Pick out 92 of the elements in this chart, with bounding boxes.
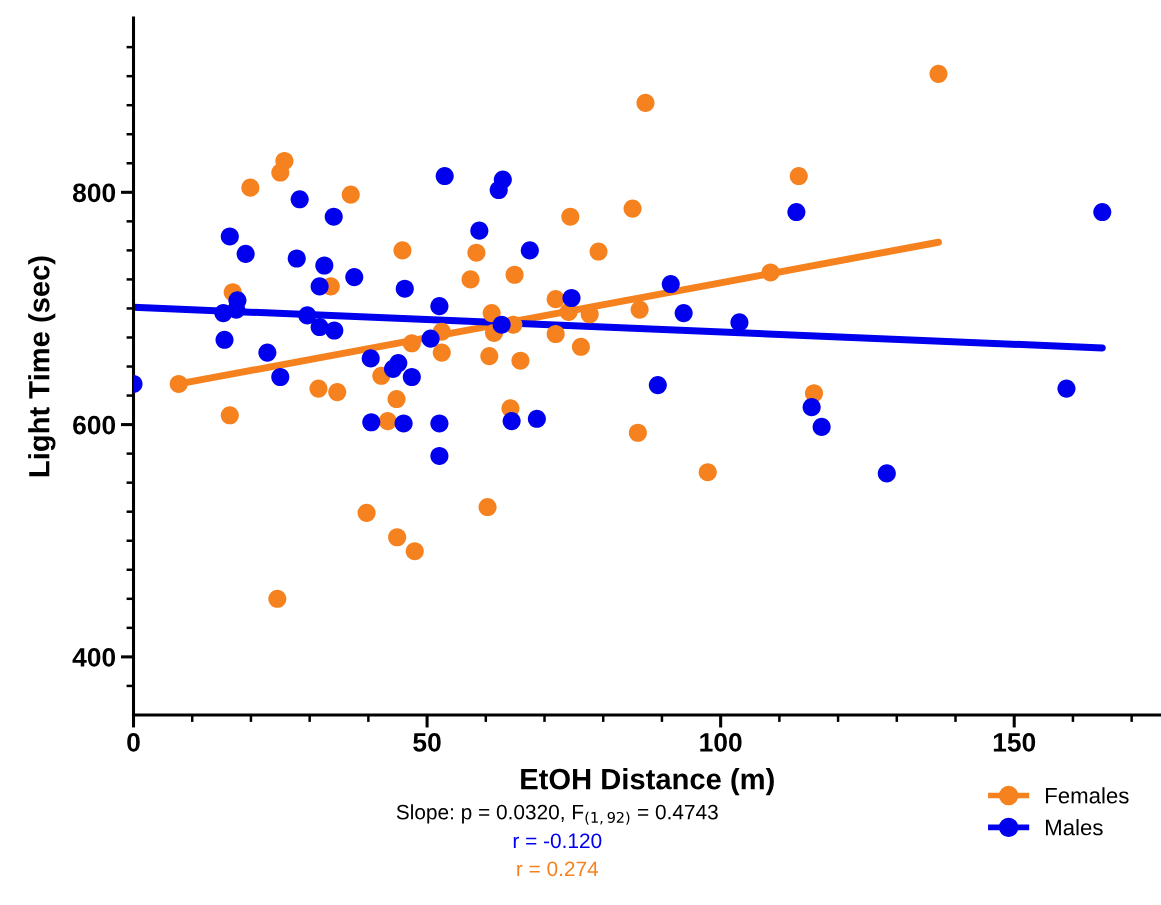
y-tick-label: 600 (73, 415, 116, 435)
point (789, 167, 808, 186)
point (630, 300, 649, 319)
point (493, 170, 512, 189)
point (298, 306, 317, 325)
point (562, 288, 581, 308)
point (388, 528, 407, 547)
point (309, 379, 328, 398)
point (402, 334, 421, 353)
point (812, 417, 831, 436)
point (546, 324, 565, 344)
point (361, 349, 380, 368)
x-tick-label: 100 (700, 733, 742, 752)
point (405, 542, 424, 561)
point (461, 270, 480, 289)
point (394, 414, 413, 433)
point (877, 464, 896, 483)
x-axis-title: EtOH Distance (m) (521, 768, 774, 796)
x-tick-label: 150 (993, 733, 1036, 752)
point (215, 330, 234, 349)
point (310, 317, 329, 337)
point (648, 376, 667, 395)
point (674, 304, 693, 323)
point (325, 321, 344, 340)
point (482, 304, 501, 323)
point (1093, 203, 1112, 222)
point (287, 249, 306, 268)
legend-label: Females (1046, 787, 1129, 804)
point (395, 279, 414, 298)
point (236, 244, 255, 263)
y-axis-title: Light Time (sec) (28, 256, 56, 477)
point (929, 64, 948, 83)
y-tick-label: 800 (72, 183, 116, 203)
point (628, 423, 647, 442)
point (761, 263, 780, 282)
point (220, 406, 239, 425)
point (698, 463, 717, 482)
point (623, 199, 642, 218)
point (169, 374, 188, 393)
point (387, 389, 406, 409)
point (402, 367, 421, 387)
text: Slope: p = 0.0320, F$_{(1,92)}$ = 0.4743 (396, 804, 718, 825)
point (636, 93, 655, 112)
point (730, 313, 749, 332)
point (470, 221, 489, 240)
point (430, 446, 449, 466)
point (268, 589, 287, 608)
point (661, 275, 680, 294)
point (571, 337, 590, 356)
point (502, 412, 521, 431)
text: r = 0.274 (517, 861, 599, 877)
point (389, 353, 408, 373)
point (1057, 379, 1076, 398)
point (258, 343, 277, 362)
point (341, 185, 360, 204)
point (345, 268, 364, 287)
x-tick-label: 50 (413, 733, 441, 752)
point (310, 277, 329, 296)
point (467, 243, 486, 262)
point (511, 351, 530, 370)
point (275, 151, 294, 171)
point (315, 256, 334, 275)
point (324, 207, 343, 226)
point (357, 503, 376, 522)
legend-label: Males (1046, 819, 1103, 836)
point (480, 347, 499, 366)
point (527, 409, 546, 428)
point (802, 398, 821, 417)
point (378, 412, 397, 431)
point (787, 203, 806, 222)
y-tick-label: 400 (72, 648, 116, 667)
point (393, 241, 412, 260)
point (492, 315, 511, 334)
x-tick-label: 0 (127, 733, 140, 752)
point (290, 190, 309, 209)
point (561, 207, 580, 226)
point (241, 178, 260, 197)
point (435, 167, 454, 186)
point (430, 414, 449, 433)
point (328, 383, 347, 402)
point (589, 242, 608, 261)
point (421, 329, 440, 348)
point (432, 343, 451, 362)
point (546, 290, 565, 309)
point (520, 241, 539, 260)
point (220, 227, 239, 246)
point (362, 413, 381, 432)
point (430, 297, 449, 316)
point (478, 498, 497, 517)
point (505, 265, 524, 284)
point (271, 367, 290, 387)
text: r = -0.120 (513, 833, 602, 849)
